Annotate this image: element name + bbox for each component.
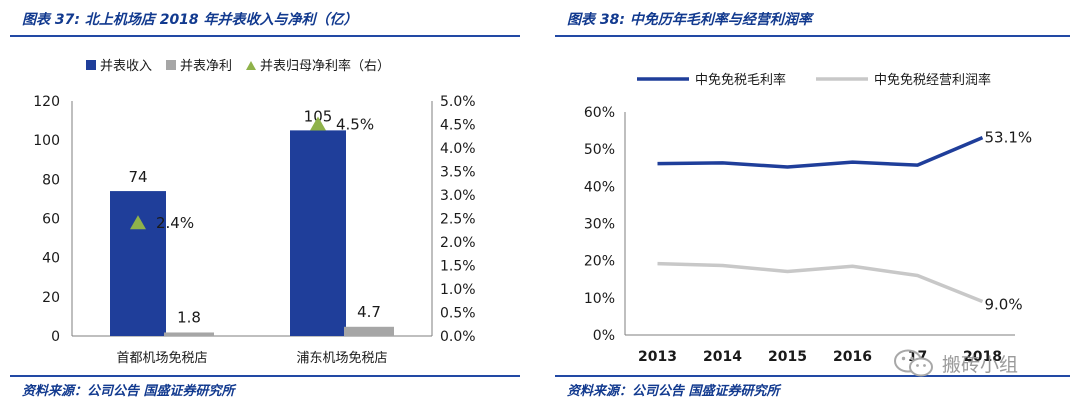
- net-margin-marker: [310, 116, 326, 131]
- legend-label: 并表净利: [180, 59, 232, 74]
- right-chart-panel: 图表 38: 中免历年毛利率与经营利润率 0% 10% 20% 30% 40% 50% 60…: [545, 0, 1080, 414]
- right-y-tick-label: 0.5%: [440, 306, 476, 322]
- bar-chart: 0 20 40 60 80 100 120 0.0% 0.5% 1.0% 1.5% 2.0% 2.5% 3…: [33, 58, 476, 366]
- right-chart-source: 资料来源：公司公告 国盛证券研究所: [567, 384, 780, 399]
- net-profit-data-label: 4.7: [357, 303, 381, 321]
- revenue-bar: [110, 191, 166, 336]
- net-margin-data-label: 2.4%: [156, 214, 194, 232]
- left-chart-panel: 图表 37: 北上机场店 2018 年并表收入与净利（亿） 0 20 40 60 80 1…: [0, 0, 530, 414]
- line-chart: 0%10%20%30%40%50%60%2013 2014 2015 2016 17 20…: [584, 72, 1033, 365]
- x-tick-label: 2015: [768, 349, 807, 365]
- left-y-tick-label: 120: [33, 94, 60, 110]
- right-y-tick-label: 3.0%: [440, 188, 476, 204]
- left-y-tick-label: 80: [42, 172, 60, 188]
- y-tick-label: 30%: [584, 217, 615, 233]
- operating-margin-line: [657, 261, 984, 304]
- right-y-tick-label: 5.0%: [440, 94, 476, 110]
- legend-label: 并表归母净利率（右）: [260, 58, 390, 74]
- right-y-tick-label: 3.5%: [440, 165, 476, 181]
- x-tick-label: 2018: [963, 349, 1002, 365]
- watermark: 搬砖小组: [892, 348, 1072, 378]
- right-y-tick-label: 2.0%: [440, 235, 476, 251]
- revenue-bar: [290, 130, 346, 336]
- left-y-tick-label: 20: [42, 290, 60, 306]
- revenue-data-label: 74: [128, 168, 147, 186]
- legend-label: 中免免税毛利率: [695, 72, 786, 88]
- left-chart-source: 资料来源：公司公告 国盛证券研究所: [22, 384, 235, 399]
- x-category-label: 浦东机场免税店: [296, 351, 387, 366]
- x-category-label: 首都机场免税店: [116, 351, 207, 366]
- legend-label: 中免免税经营利润率: [874, 72, 991, 88]
- x-tick-label: 2014: [703, 349, 742, 365]
- operating-margin-end-label: 9.0%: [985, 296, 1023, 314]
- right-y-tick-label: 0.0%: [440, 329, 476, 345]
- net-profit-bar: [344, 326, 394, 336]
- right-y-tick-label: 4.5%: [440, 118, 476, 134]
- y-tick-label: 60%: [584, 105, 615, 121]
- y-tick-label: 50%: [584, 142, 615, 158]
- right-y-tick-label: 1.5%: [440, 259, 476, 275]
- y-tick-label: 0%: [593, 328, 615, 344]
- right-y-tick-label: 2.5%: [440, 212, 476, 228]
- net-profit-data-label: 1.8: [177, 308, 201, 326]
- gross-margin-end-label: 53.1%: [985, 129, 1033, 147]
- right-title-rule: [555, 35, 1070, 37]
- net-margin-marker: [130, 215, 146, 230]
- legend-swatch: [86, 60, 96, 70]
- y-tick-label: 20%: [584, 254, 615, 270]
- right-y-tick-label: 4.0%: [440, 141, 476, 157]
- left-y-tick-label: 0: [51, 329, 60, 345]
- x-tick-label: 2016: [833, 349, 872, 365]
- left-chart-title: 图表 37: 北上机场店 2018 年并表收入与净利（亿）: [22, 12, 358, 28]
- net-profit-bar: [164, 332, 214, 336]
- watermark-text: 搬砖小组: [942, 354, 1019, 376]
- left-y-tick-label: 100: [33, 133, 60, 149]
- legend-swatch: [166, 60, 176, 70]
- net-margin-data-label: 4.5%: [336, 116, 374, 134]
- gross-margin-line: [657, 136, 984, 169]
- right-y-tick-label: 1.0%: [440, 282, 476, 298]
- left-y-tick-label: 60: [42, 212, 60, 228]
- wechat-icon: [894, 349, 933, 377]
- left-source-rule: [10, 375, 520, 377]
- left-y-tick-label: 40: [42, 251, 60, 267]
- x-tick-label: 2013: [638, 349, 677, 365]
- right-chart-title: 图表 38: 中免历年毛利率与经营利润率: [567, 12, 812, 28]
- left-title-rule: [10, 35, 520, 37]
- right-source-rule: [555, 375, 1070, 377]
- revenue-data-label: 105: [304, 107, 333, 125]
- legend-margin-swatch: [246, 61, 256, 70]
- y-tick-label: 10%: [584, 291, 615, 307]
- y-tick-label: 40%: [584, 179, 615, 195]
- legend-label: 并表收入: [100, 59, 152, 74]
